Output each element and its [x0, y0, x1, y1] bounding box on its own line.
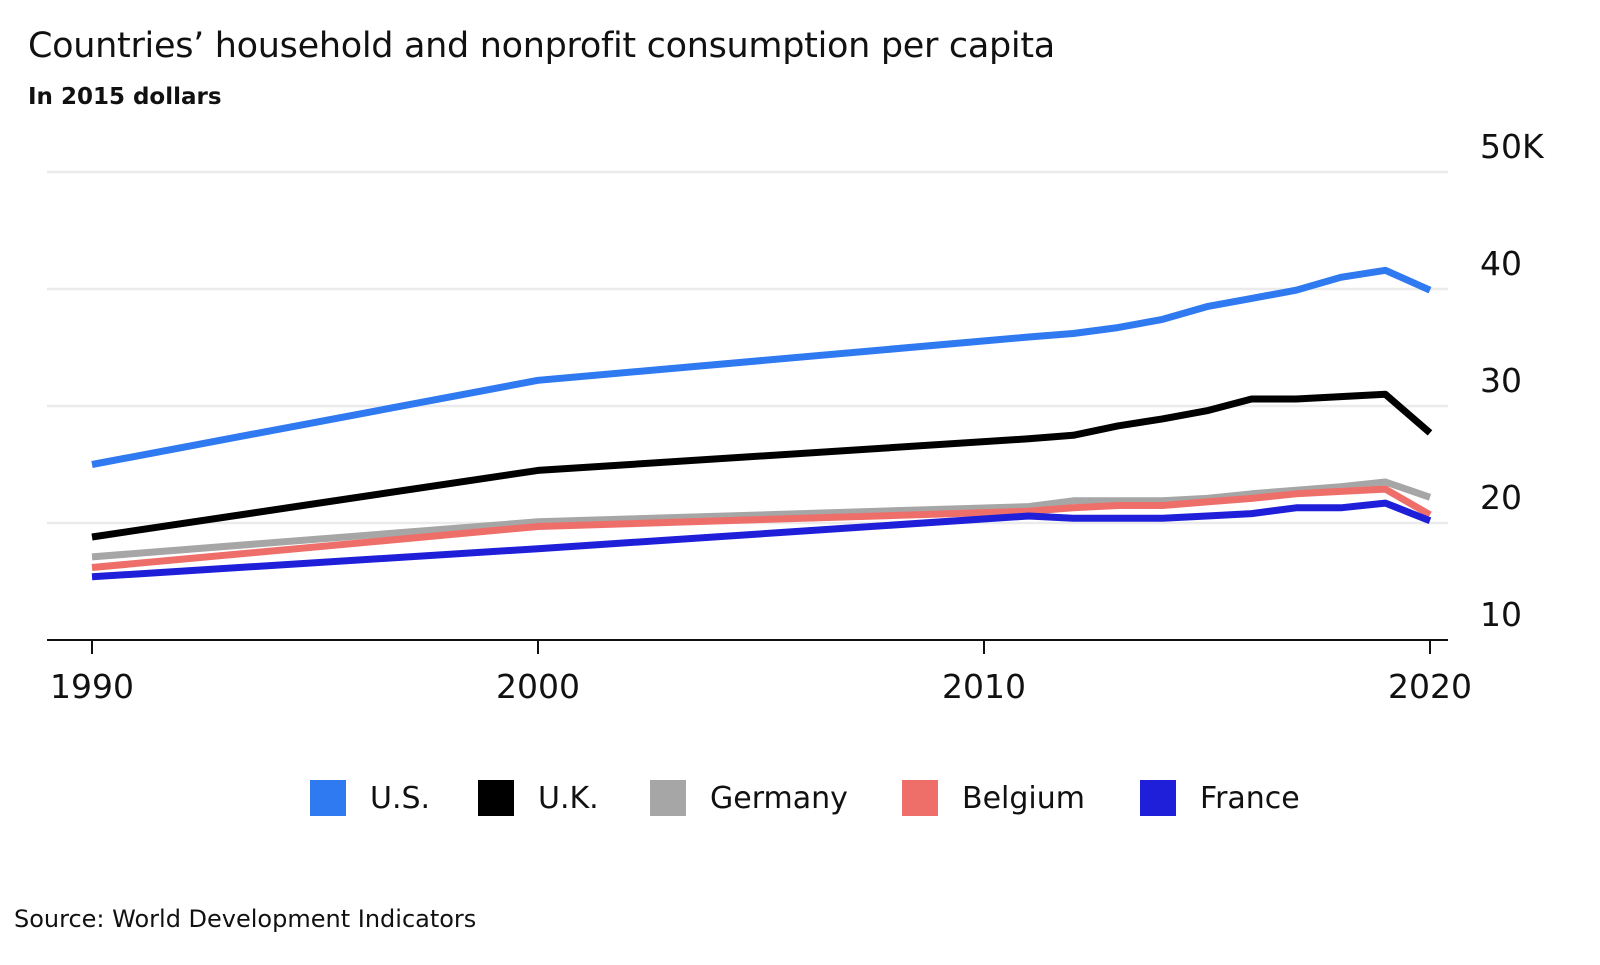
y-tick-label: 40 [1480, 244, 1522, 283]
legend-swatch [1140, 780, 1176, 816]
series-line-us [91, 266, 1432, 468]
legend-swatch [650, 780, 686, 816]
legend-item-france: France [1140, 778, 1300, 818]
legend-item-uk: U.K. [478, 778, 599, 818]
legend-label: Germany [710, 780, 848, 816]
gridlines [47, 170, 1448, 525]
y-tick-label: 10 [1480, 595, 1522, 634]
x-tick-label: 2020 [1388, 667, 1472, 706]
legend-label: U.S. [370, 780, 431, 816]
legend-swatch [478, 780, 514, 816]
legend-item-germany: Germany [650, 778, 848, 818]
legend-item-us: U.S. [310, 778, 430, 818]
series-line-france [91, 499, 1432, 581]
x-axis-ticks: 1990 2000 2010 2020 [50, 640, 1472, 706]
source-note: Source: World Development Indicators [14, 905, 477, 933]
y-tick-label: 50K [1480, 127, 1545, 166]
legend-label: Belgium [962, 780, 1085, 816]
series-line-uk [91, 390, 1433, 541]
legend-swatch [310, 780, 346, 816]
legend-item-belgium: Belgium [902, 778, 1085, 818]
series-line-germany [91, 478, 1432, 561]
legend-label: France [1200, 780, 1300, 816]
chart-title: Countries’ household and nonprofit consu… [28, 26, 1055, 66]
y-axis-ticks: 50K 40 30 20 10 [1480, 127, 1545, 634]
series-line-belgium [91, 485, 1432, 571]
legend-swatch [902, 780, 938, 816]
series-lines [91, 266, 1433, 581]
legend-label: U.K. [538, 780, 599, 816]
legend: U.S. U.K. Germany Belgium France [0, 778, 1600, 818]
y-tick-label: 20 [1480, 478, 1522, 517]
x-tick-label: 2010 [942, 667, 1026, 706]
chart-subtitle: In 2015 dollars [28, 84, 222, 110]
x-tick-label: 2000 [496, 667, 580, 706]
x-tick-label: 1990 [50, 667, 134, 706]
y-tick-label: 30 [1480, 361, 1522, 400]
